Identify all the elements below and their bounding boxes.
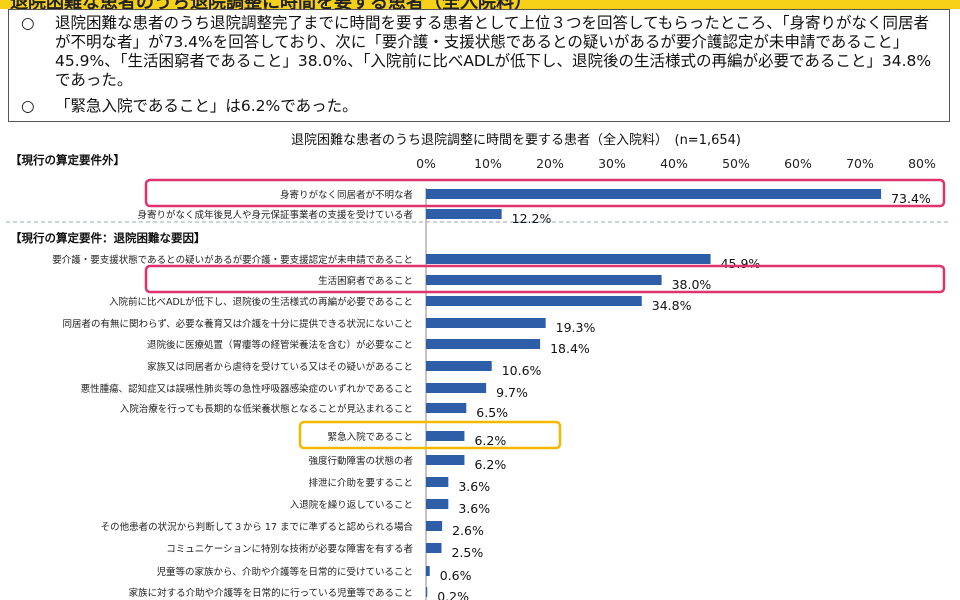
bar [426,477,449,487]
category-label: 家族に対する介助や介護等を日常的に行っている児童等であること [129,587,413,599]
bar [426,209,502,219]
value-label: 6.5% [476,405,508,420]
category-label: コミュニケーションに特別な技術が必要な障害を有する者 [166,543,413,555]
category-label: その他患者の状況から判断して３から 17 までに準ずると認められる場合 [101,521,414,533]
value-label: 73.4% [891,191,931,206]
summary-bullet: ○ [21,14,35,32]
value-label: 2.5% [452,545,484,560]
category-label: 悪性腫瘍、認知症又は誤嚥性肺炎等の急性呼吸器感染症のいずれかであること [81,383,413,395]
summary-text: 「緊急入院であること」は6.2%であった。 [55,97,358,115]
value-label: 0.2% [437,589,469,600]
x-tick-label: 0% [416,156,436,171]
value-label: 6.2% [474,433,506,448]
x-tick-label: 30% [598,156,626,171]
bar [426,587,428,597]
summary-box: ○ 退院困難な患者のうち退院調整完了までに時間を要する患者として上位３つを回答し… [8,9,950,122]
value-label: 18.4% [550,341,590,356]
bar [426,403,467,413]
category-label: 入院治療を行っても長期的な低栄養状態となることが見込まれること [120,403,413,415]
category-label: 退院後に医療処置（胃瘻等の経管栄養法を含む）が必要なこと [147,339,413,351]
value-label: 34.8% [652,298,692,313]
bar [426,296,642,306]
category-label: 入退院を繰り返していること [290,499,413,511]
category-label: 強度行動障害の状態の者 [308,455,413,467]
category-label: 要介護・要支援状態であるとの疑いがあるが要介護・要支援認定が未申請であること [52,254,413,266]
summary-item: ○ 退院困難な患者のうち退院調整完了までに時間を要する患者として上位３つを回答し… [21,14,935,90]
category-label: 同居者の有無に関わらず、必要な養育又は介護を十分に提供できる状況にないこと [63,318,413,330]
summary-bullet: ○ [21,97,35,115]
bar [426,318,546,328]
value-label: 9.7% [496,385,528,400]
category-label: 生活困窮者であること [318,275,413,287]
summary-text: 退院困難な患者のうち退院調整完了までに時間を要する患者として上位３つを回答しても… [55,14,932,89]
category-label: 家族又は同居者から虐待を受けている又はその疑いがあること [147,361,413,373]
category-label: 排泄に介助を要すること [308,477,413,489]
group-label: 【現行の算定要件：退院困難な要因】 [10,231,206,245]
x-tick-label: 60% [784,156,812,171]
bar [426,254,711,264]
highlight-box [144,264,946,294]
bar [426,431,465,441]
bar [426,521,443,531]
value-label: 0.6% [440,568,472,583]
bar [426,361,492,371]
bar [426,275,662,285]
x-tick-label: 80% [908,156,936,171]
bar [426,566,430,576]
highlight-box [298,420,562,450]
top-banner: 退院困難な患者のうち退院調整に時間を要する患者（全入院料） [0,0,960,9]
value-label: 38.0% [672,277,712,292]
value-label: 45.9% [721,256,761,271]
value-label: 2.6% [452,523,484,538]
x-tick-label: 20% [536,156,564,171]
category-label: 児童等の家族から、介助や介護等を日常的に受けていること [156,566,413,578]
chart-title: 退院困難な患者のうち退院調整に時間を要する患者（全入院料） (n=1,654) [291,132,741,148]
category-label: 緊急入院であること [328,431,413,443]
value-label: 12.2% [512,211,552,226]
bar [426,189,882,199]
bar [426,543,442,553]
value-label: 6.2% [474,457,506,472]
bar [426,499,449,509]
bar-chart: 退院困難な患者のうち退院調整に時間を要する患者（全入院料） (n=1,654) 0… [6,132,950,600]
x-tick-label: 70% [846,156,874,171]
x-tick-label: 10% [474,156,502,171]
bar [426,455,465,465]
category-label: 身寄りがなく成年後見人や身元保証事業者の支援を受けている者 [137,209,413,221]
value-label: 10.6% [502,363,542,378]
highlight-box [144,178,946,208]
group-label: 【現行の算定要件外】 [10,153,125,167]
value-label: 3.6% [458,501,490,516]
value-label: 19.3% [556,320,596,335]
category-label: 身寄りがなく同居者が不明な者 [280,189,413,201]
bar [426,339,541,349]
category-label: 入院前に比べADLが低下し、退院後の生活様式の再編が必要であること [109,296,413,308]
bar [426,383,487,393]
x-tick-label: 40% [660,156,688,171]
banner-title: 退院困難な患者のうち退院調整に時間を要する患者（全入院料） [10,0,532,9]
x-tick-label: 50% [722,156,750,171]
summary-item: ○ 「緊急入院であること」は6.2%であった。 [21,97,935,116]
value-label: 3.6% [458,479,490,494]
